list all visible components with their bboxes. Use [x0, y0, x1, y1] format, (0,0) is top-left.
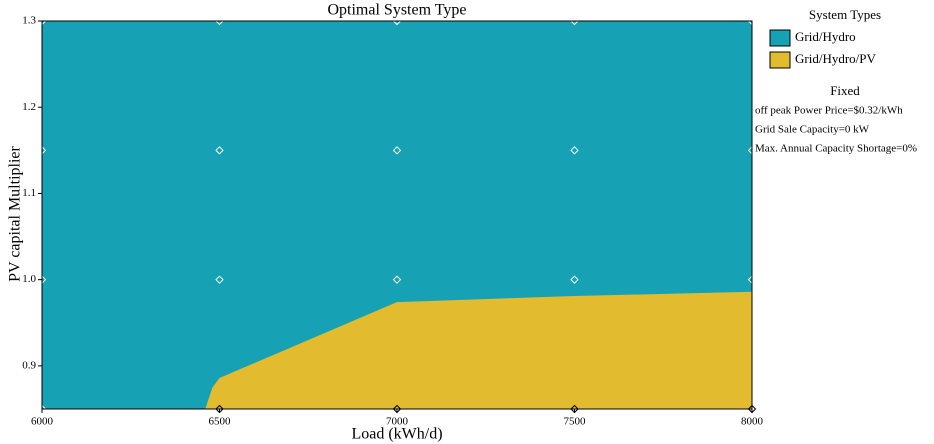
y-axis-label: PV capital Multiplier: [7, 145, 24, 281]
x-tick-label: 6500: [209, 416, 232, 428]
x-tick-label: 7500: [564, 416, 587, 428]
chart-title: Optimal System Type: [327, 2, 466, 19]
sim-point: [570, 275, 579, 284]
x-tick-label: 8000: [741, 416, 764, 428]
y-tick-label: 1.0: [22, 273, 36, 285]
y-tick-label: 1.3: [22, 15, 36, 27]
legend-label: Grid/Hydro/PV: [795, 51, 877, 66]
y-tick-label: 1.2: [22, 101, 36, 113]
legend-swatch: [769, 29, 791, 47]
x-tick-label: 7000: [386, 416, 409, 428]
y-tick-label: 1.1: [22, 187, 36, 199]
sim-point: [570, 16, 579, 26]
legend-title: System Types: [809, 7, 881, 22]
legend-label: Grid/Hydro: [795, 29, 856, 44]
sim-point: [392, 275, 402, 284]
sim-point: [570, 146, 579, 155]
sim-point: [215, 146, 224, 155]
sim-point: [392, 16, 402, 26]
x-axis-label: Load (kWh/d): [351, 426, 442, 443]
fixed-title: Fixed: [830, 83, 860, 98]
fixed-line: off peak Power Price=$0.32/kWh: [755, 105, 903, 117]
x-tick-label: 6000: [31, 416, 54, 428]
sim-point: [215, 16, 224, 26]
legend-swatch: [769, 51, 791, 69]
region-grid-hydro-pv: [205, 291, 753, 409]
fixed-line: Max. Annual Capacity Shortage=0%: [755, 143, 917, 155]
fixed-line: Grid Sale Capacity=0 kW: [755, 124, 870, 136]
sim-point: [215, 275, 224, 284]
y-tick-label: 0.9: [22, 359, 36, 371]
sim-point: [392, 146, 402, 155]
